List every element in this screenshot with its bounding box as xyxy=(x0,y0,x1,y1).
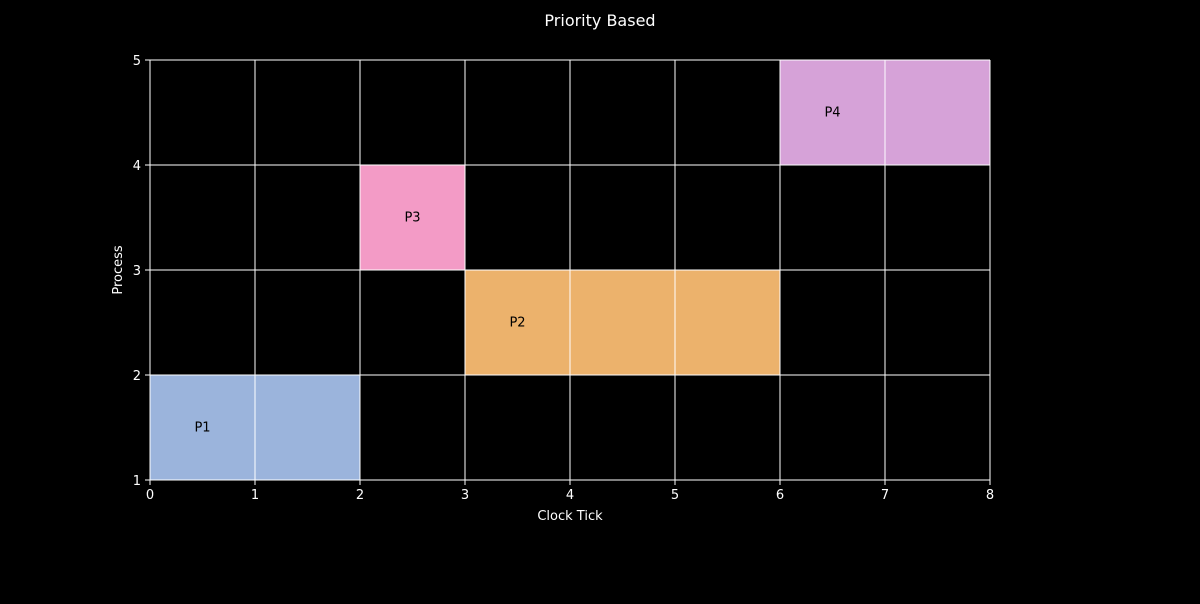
x-tick-label: 8 xyxy=(986,488,994,503)
x-tick-label: 3 xyxy=(461,488,469,503)
bar-p3 xyxy=(360,165,465,270)
bar-label-p2: P2 xyxy=(509,316,525,331)
chart-title: Priority Based xyxy=(544,11,655,30)
x-tick-label: 6 xyxy=(776,488,784,503)
y-tick-label: 4 xyxy=(133,159,141,174)
bar-label-p4: P4 xyxy=(824,106,840,121)
y-tick-label: 3 xyxy=(133,264,141,279)
x-tick-label: 1 xyxy=(251,488,259,503)
bar-label-p3: P3 xyxy=(404,211,420,226)
y-tick-label: 1 xyxy=(133,474,141,489)
y-tick-label: 5 xyxy=(133,54,141,69)
y-axis-label: Process xyxy=(111,245,126,295)
bar-labels-layer: P1 P2 P3 P4 xyxy=(194,106,840,436)
x-tick-label: 7 xyxy=(881,488,889,503)
bar-label-p1: P1 xyxy=(194,421,210,436)
x-tick-label: 5 xyxy=(671,488,679,503)
bar-p2 xyxy=(465,270,780,375)
x-tick-label: 2 xyxy=(356,488,364,503)
y-tick-label: 2 xyxy=(133,369,141,384)
x-axis-label: Clock Tick xyxy=(537,509,603,524)
x-tick-label: 4 xyxy=(566,488,574,503)
x-tick-label: 0 xyxy=(146,488,154,503)
